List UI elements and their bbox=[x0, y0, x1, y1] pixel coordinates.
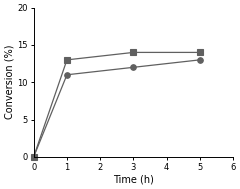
Y-axis label: Conversion (%): Conversion (%) bbox=[4, 45, 14, 119]
Second run bbox=[132, 66, 135, 68]
Line: First run: First run bbox=[31, 50, 203, 160]
Second run bbox=[66, 74, 68, 76]
First run bbox=[198, 51, 201, 53]
Line: Second run: Second run bbox=[31, 57, 203, 160]
Second run bbox=[198, 59, 201, 61]
Second run bbox=[32, 156, 35, 158]
X-axis label: Time (h): Time (h) bbox=[113, 175, 154, 185]
First run bbox=[66, 59, 68, 61]
First run bbox=[32, 156, 35, 158]
First run bbox=[132, 51, 135, 53]
